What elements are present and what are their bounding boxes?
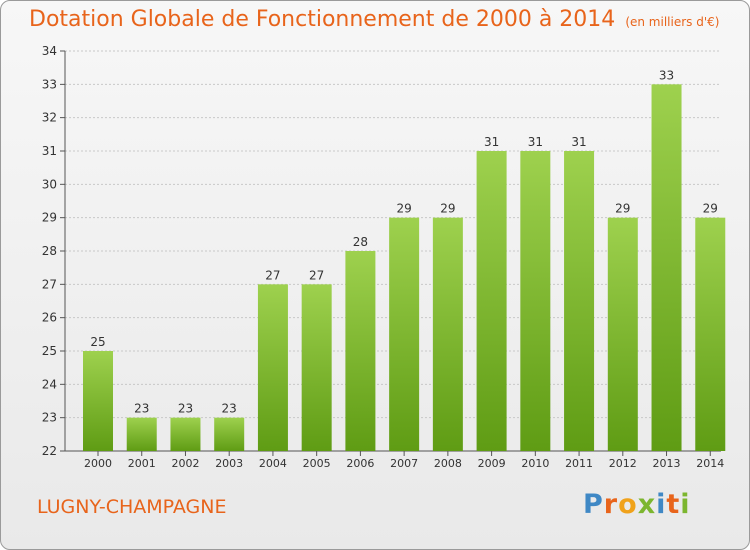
- bar-value-label: 29: [440, 202, 455, 216]
- bar: [345, 251, 376, 451]
- x-tick-label: 2013: [653, 457, 681, 470]
- logo-letter: i: [680, 489, 691, 520]
- x-tick-label: 2009: [478, 457, 506, 470]
- x-tick-label: 2003: [215, 457, 243, 470]
- bar: [476, 151, 507, 451]
- bar: [520, 151, 551, 451]
- bar-value-label: 25: [90, 335, 105, 349]
- bar-value-label: 27: [265, 268, 280, 282]
- bar: [607, 217, 638, 451]
- y-tick-label: 30: [42, 177, 57, 191]
- x-tick-label: 2004: [259, 457, 287, 470]
- bar: [695, 217, 726, 451]
- logo-letter: P: [583, 489, 604, 520]
- title-row: Dotation Globale de Fonctionnement de 20…: [29, 7, 719, 32]
- y-tick-label: 22: [42, 444, 57, 458]
- bars: [83, 84, 726, 451]
- x-tick-label: 2014: [696, 457, 724, 470]
- location-name: LUGNY-CHAMPAGNE: [37, 496, 227, 518]
- bar: [651, 84, 682, 451]
- bar-value-label: 31: [484, 135, 499, 149]
- x-tick-label: 2011: [565, 457, 593, 470]
- bar: [257, 284, 288, 451]
- data-labels: 25 2000 23 2001 23 2002 23 2003 27 2004 27 2005 28 20…: [84, 68, 724, 470]
- y-tick-label: 29: [42, 211, 57, 225]
- chart-subtitle: (en milliers d'€): [625, 15, 720, 29]
- bar: [214, 417, 245, 451]
- bar-value-label: 23: [134, 402, 149, 416]
- y-tick-label: 23: [42, 411, 57, 425]
- x-tick-label: 2005: [303, 457, 331, 470]
- bar-value-label: 31: [571, 135, 586, 149]
- bar-value-label: 29: [703, 202, 718, 216]
- bar: [83, 351, 113, 451]
- bar: [389, 217, 420, 451]
- y-tick-label: 24: [42, 377, 57, 391]
- x-tick-label: 2008: [434, 457, 462, 470]
- chart-title: Dotation Globale de Fonctionnement de 20…: [29, 7, 616, 32]
- y-tick-label: 26: [42, 311, 57, 325]
- logo-letter: i: [656, 489, 667, 520]
- bar-value-label: 33: [659, 68, 674, 82]
- bar: [301, 284, 332, 451]
- bar-value-label: 29: [396, 202, 411, 216]
- bar-value-label: 29: [615, 202, 630, 216]
- x-tick-label: 2006: [346, 457, 374, 470]
- logo-letter: t: [666, 489, 681, 520]
- logo-letter: o: [618, 489, 638, 520]
- y-tick-label: 27: [42, 277, 57, 291]
- y-tick-label: 31: [42, 144, 57, 158]
- proxiti-logo: Proxiti: [583, 489, 691, 520]
- x-tick-label: 2000: [84, 457, 112, 470]
- bar-value-label: 31: [528, 135, 543, 149]
- bar: [170, 417, 201, 451]
- y-tick-label: 33: [42, 77, 57, 91]
- bar-value-label: 27: [309, 268, 324, 282]
- x-tick-label: 2012: [609, 457, 637, 470]
- bar-value-label: 23: [222, 402, 237, 416]
- y-tick-label: 25: [42, 344, 57, 358]
- bar: [564, 151, 595, 451]
- bar-value-label: 28: [353, 235, 368, 249]
- x-tick-label: 2001: [128, 457, 156, 470]
- logo-letter: r: [603, 489, 619, 520]
- bar: [432, 217, 463, 451]
- x-tick-label: 2002: [171, 457, 199, 470]
- bar-value-label: 23: [178, 402, 193, 416]
- y-tick-label: 32: [42, 111, 57, 125]
- x-tick-label: 2010: [521, 457, 549, 470]
- y-tick-label: 34: [42, 44, 57, 58]
- x-tick-label: 2007: [390, 457, 418, 470]
- logo-letter: x: [637, 489, 657, 520]
- bar: [126, 417, 157, 451]
- y-tick-label: 28: [42, 244, 57, 258]
